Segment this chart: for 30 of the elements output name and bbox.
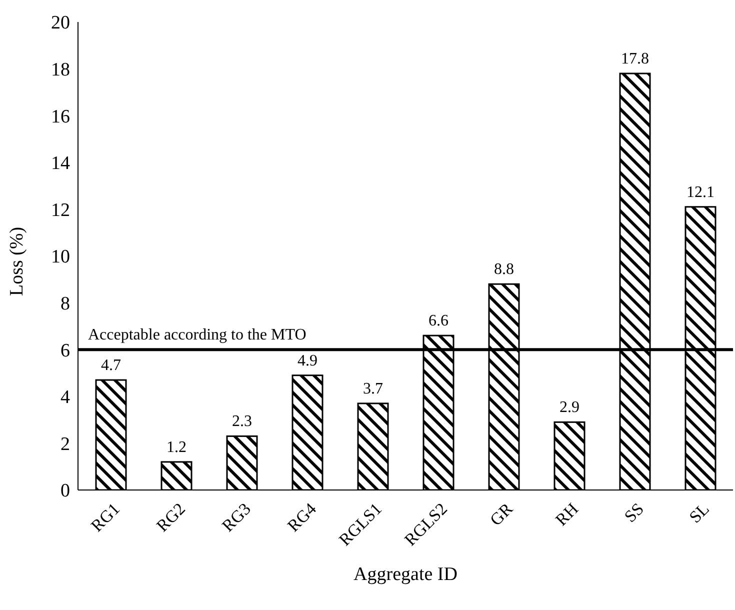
y-tick-label: 10 xyxy=(51,246,70,268)
y-axis-title: Loss (%) xyxy=(6,226,28,296)
data-label: 8.8 xyxy=(494,261,514,278)
y-tick-label: 0 xyxy=(60,480,70,502)
y-tick-label: 12 xyxy=(51,200,70,221)
y-tick-label: 2 xyxy=(60,434,70,455)
x-tick-label: RH xyxy=(552,499,582,530)
data-label: 6.6 xyxy=(428,312,448,330)
data-label: 4.7 xyxy=(101,357,121,374)
y-tick-label: 4 xyxy=(60,387,70,408)
data-label: 12.1 xyxy=(686,184,714,201)
data-label: 17.8 xyxy=(621,50,649,68)
data-label: 2.3 xyxy=(232,413,252,430)
y-tick-label: 20 xyxy=(51,12,70,34)
data-label: 3.7 xyxy=(363,380,383,398)
x-tick-label: SL xyxy=(686,499,713,527)
x-tick-label: GR xyxy=(486,498,517,530)
y-tick-label: 18 xyxy=(51,60,70,81)
y-tick-label: 14 xyxy=(51,153,70,174)
data-label: 2.9 xyxy=(560,399,580,416)
y-tick-label: 16 xyxy=(51,106,70,128)
y-tick-label: 6 xyxy=(60,340,70,362)
x-tick-label: RG1 xyxy=(87,499,124,536)
x-axis-title: Aggregate ID xyxy=(354,564,458,585)
ref-line-label: Acceptable according to the MTO xyxy=(88,326,306,344)
y-tick-label: 8 xyxy=(60,294,70,315)
x-tick-label: RG3 xyxy=(218,499,254,536)
data-label: 1.2 xyxy=(166,438,186,456)
x-tick-label: SS xyxy=(620,499,648,526)
data-label: 4.9 xyxy=(298,352,318,370)
